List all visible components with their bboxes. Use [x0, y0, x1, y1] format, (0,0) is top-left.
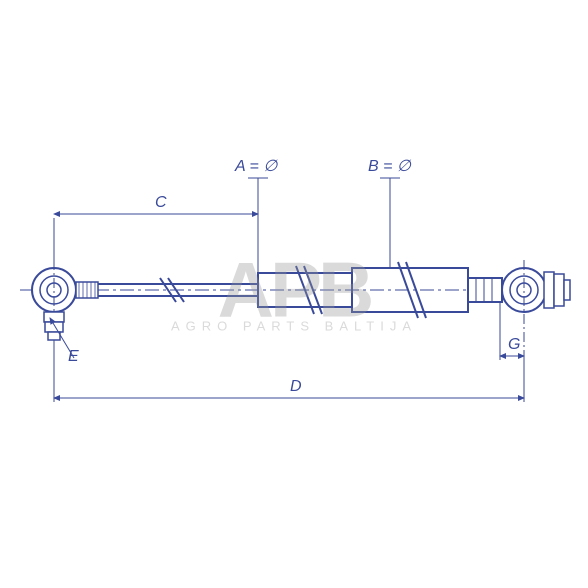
label-a: A = ∅ [235, 156, 277, 176]
technical-drawing [0, 0, 588, 588]
label-e: E [68, 348, 79, 366]
label-b: B = ∅ [368, 156, 411, 176]
label-c: C [155, 194, 167, 212]
label-g: G [508, 336, 520, 354]
label-d: D [290, 378, 302, 396]
diagram-container: APB AGRO PARTS BALTIJA A = ∅ B = ∅ C D E… [0, 0, 588, 588]
